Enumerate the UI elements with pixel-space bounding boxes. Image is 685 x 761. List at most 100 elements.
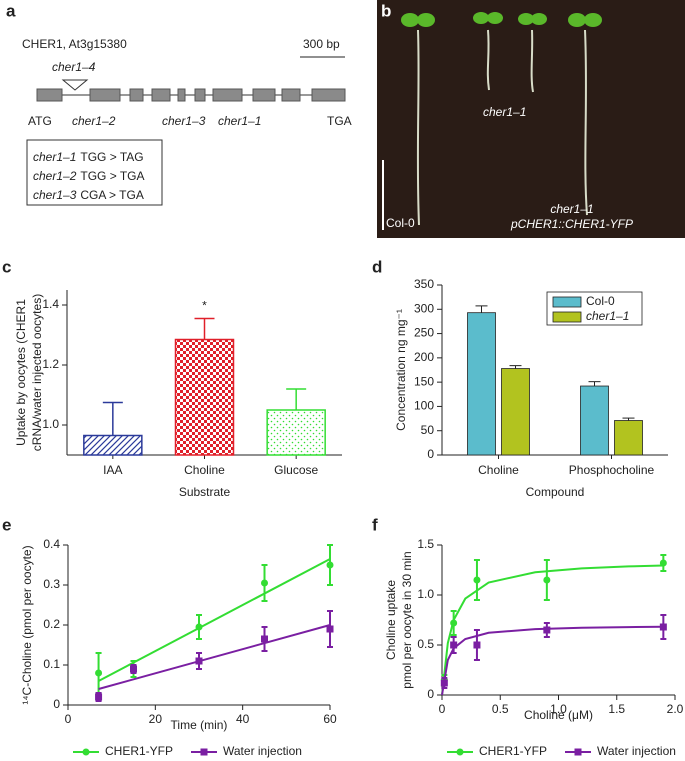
mutation-box (26, 139, 163, 206)
insertion-marker (61, 79, 89, 91)
panel-label: e (2, 515, 11, 534)
start-codon: ATG (28, 114, 52, 128)
y-axis-label: Choline uptake (384, 580, 398, 660)
x-tick-label: 1.0 (550, 702, 567, 716)
panel-label: c (2, 257, 11, 276)
x-axis-label: Time (min) (171, 718, 228, 732)
data-point (543, 576, 551, 584)
bar (614, 420, 643, 456)
legend-marker (82, 748, 90, 756)
x-axis-label: Choline (μM) (524, 708, 593, 722)
fit-line (441, 564, 664, 696)
y-axis-label: pmol per oocyte in 30 min (400, 551, 414, 688)
y-tick-label: 100 (414, 399, 434, 413)
scale-label: 300 bp (303, 37, 340, 51)
y-tick-label: 0 (53, 697, 60, 711)
fit-line (98, 558, 331, 682)
panel-label: f (372, 515, 378, 534)
data-point (130, 665, 137, 673)
x-tick-label: 0 (65, 712, 72, 726)
x-tick-label: 1.5 (608, 702, 625, 716)
codon-change: TGG > TGA (80, 169, 144, 183)
y-tick-label: 0 (427, 687, 434, 701)
allele: cher1–3 (33, 188, 77, 202)
y-tick-label: 150 (414, 374, 434, 388)
panel-a: a CHER1, At3g15380 300 bp cher1–4 ATG ch… (6, 1, 352, 206)
roots (416, 29, 588, 226)
legend-label: Water injection (223, 744, 302, 758)
y-tick-label: 50 (421, 423, 435, 437)
chart: d 0 50 100 150 200 250 300 350 Concentration ng m… (372, 257, 668, 499)
codon-change: TGG > TAG (80, 150, 143, 164)
data-point (543, 626, 551, 634)
panel-b: b cher1–1 Col-0 cher1–1 pCHER1::CHER1-YF… (377, 0, 685, 238)
data-point (440, 679, 448, 687)
y-axis-label: ¹⁴C-Choline (pmol per oocyte) (20, 545, 34, 704)
bar (266, 409, 326, 456)
codon-change: CGA > TGA (80, 188, 143, 202)
data-point (261, 579, 268, 587)
cotyledons (401, 12, 602, 27)
y-tick-label: 1.2 (42, 357, 59, 371)
legend-box (546, 291, 643, 326)
data-point (326, 625, 334, 633)
genotype-label: Col-0 (386, 216, 415, 230)
chart: c 1.0 1.2 1.4 Uptake by oocytes (CHER1 cRNA/w… (2, 257, 342, 499)
mutation-row: cher1–3 CGA > TGA (33, 188, 144, 202)
x-tick-label: IAA (103, 463, 122, 477)
data-point (95, 693, 103, 701)
x-tick-label: 0.5 (492, 702, 509, 716)
insertion-label: cher1–4 (52, 60, 96, 74)
y-tick-label: 0.1 (43, 657, 60, 671)
bar (467, 312, 496, 456)
allele-label: cher1–1 (218, 114, 261, 128)
data-point (195, 623, 203, 631)
photo (377, 0, 685, 238)
annotation: * (202, 299, 207, 313)
y-tick-label: 1.4 (42, 297, 59, 311)
legend-swatch (552, 296, 582, 308)
panel-label: b (381, 1, 391, 20)
x-tick-label: 20 (149, 712, 163, 726)
data-point (659, 623, 667, 631)
chart: e 0 0.1 0.2 0.3 0.4 ¹⁴C-Choline (pmol per oocy… (2, 515, 337, 758)
stop-codon: TGA (327, 114, 352, 128)
y-tick-label: 250 (414, 326, 434, 340)
data-point (195, 657, 203, 665)
y-tick-label: 0.4 (43, 537, 60, 551)
x-tick-label: 40 (236, 712, 250, 726)
legend-marker (200, 748, 208, 756)
genotype-label: cher1–1 (550, 202, 593, 216)
x-axis-label: Substrate (179, 485, 231, 499)
legend-label: Col-0 (586, 294, 615, 308)
mutation-row: cher1–1 TGG > TAG (33, 150, 144, 164)
bar (83, 434, 143, 456)
y-tick-label: 300 (414, 301, 434, 315)
y-tick-label: 350 (414, 277, 434, 291)
data-point (659, 559, 667, 567)
y-tick-label: 0 (427, 447, 434, 461)
data-point (473, 576, 481, 584)
data-point (450, 619, 458, 627)
x-tick-label: 2.0 (667, 702, 684, 716)
y-tick-label: 0.2 (43, 617, 60, 631)
data-point (326, 561, 334, 569)
bar (580, 385, 609, 456)
allele: cher1–2 (33, 169, 77, 183)
legend-label: CHER1-YFP (105, 744, 173, 758)
panel-label: d (372, 257, 382, 276)
data-point (95, 669, 103, 677)
gene-name: CHER1, At3g15380 (22, 37, 127, 51)
y-tick-label: 1.0 (42, 417, 59, 431)
fit-line (98, 624, 331, 690)
legend-label: cher1–1 (586, 309, 629, 323)
fit-line (441, 625, 664, 696)
y-axis-label: Concentration ng mg⁻¹ (394, 309, 408, 431)
x-tick-label: 60 (323, 712, 337, 726)
panel-label: a (6, 1, 16, 20)
x-tick-label: Glucose (274, 463, 318, 477)
y-axis-label: Uptake by oocytes (CHER1 (14, 299, 28, 446)
x-tick-label: Phosphocholine (569, 463, 655, 477)
